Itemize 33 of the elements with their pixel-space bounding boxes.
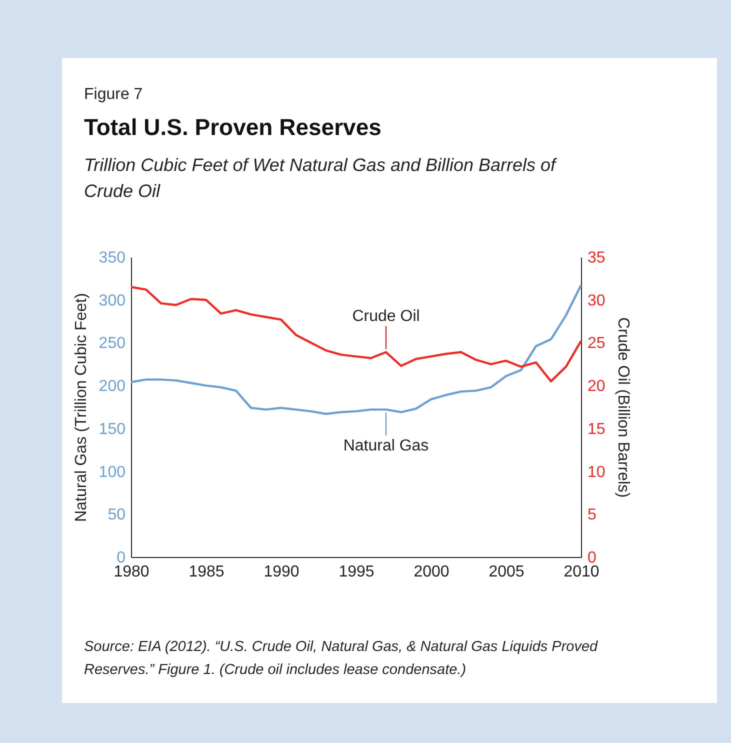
x-tick-label: 2005 (488, 564, 524, 580)
y2-tick-label: 25 (588, 335, 606, 352)
y-tick-label: 300 (98, 292, 126, 310)
y2-tick-label: 20 (588, 378, 606, 396)
y2-tick-label: 30 (588, 292, 606, 310)
y2-tick-label: 35 (588, 250, 606, 266)
y2-tick-label: 10 (588, 464, 606, 481)
x-tick-label: 1985 (188, 564, 224, 580)
y-tick-label: 200 (98, 378, 126, 396)
y2-tick-label: 15 (588, 420, 606, 438)
y2-tick-label: 0 (588, 550, 596, 566)
x-tick-label: 1990 (264, 564, 300, 580)
y-tick-label: 50 (108, 506, 126, 524)
y-tick-label: 150 (98, 420, 126, 438)
y-tick-label: 250 (98, 335, 126, 352)
source-note: Source: EIA (2012). “U.S. Crude Oil, Natural Gas, & Natural Gas Liquids Proved Reserves.” Figure 1. (Crude oil includes lease condensate.) (84, 638, 599, 680)
caption: Figure 7 (84, 86, 143, 104)
series-label: Crude Oil (352, 308, 420, 326)
x-tick-label: 1995 (338, 564, 374, 580)
line-series (130, 286, 582, 382)
chart-title: Total U.S. Proven Reserves (84, 114, 382, 141)
x-tick-label: 1980 (114, 564, 150, 580)
x-tick-label: 2010 (564, 564, 600, 580)
line-series (130, 284, 582, 415)
y2-tick-label: 5 (588, 506, 596, 524)
legend-label: Natural Gas (343, 438, 429, 455)
y-tick-label: 350 (98, 250, 126, 266)
y-tick-label: 100 (98, 464, 126, 481)
y2-axis-title: Crude Oil (Billion Barrels) (614, 317, 632, 498)
chart-subtitle: Trillion Cubic Feet of Wet Natural Gas and Billion Barrels of Crude Oil (84, 154, 558, 203)
y-tick-label: 0 (116, 550, 126, 566)
y-axis-title: Natural Gas (Trillion Cubic Feet) (72, 293, 90, 522)
x-tick-label: 2000 (414, 564, 450, 580)
